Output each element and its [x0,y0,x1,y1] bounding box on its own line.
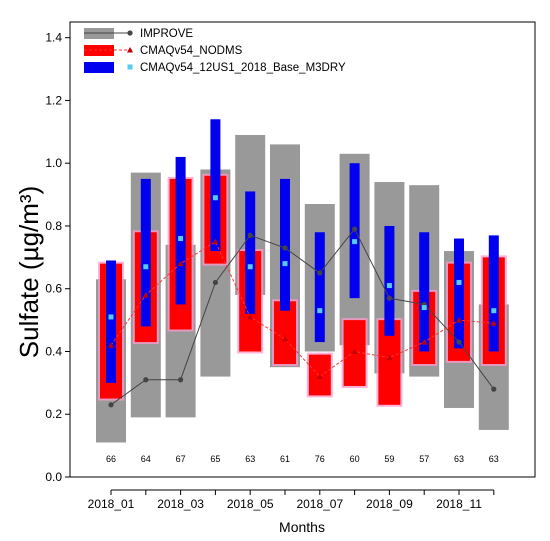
improve-median-point-2018_06 [282,245,288,251]
legend-label-1: CMAQv54_NODMS [140,45,243,57]
base-m3dry-median-point-2018_07 [317,308,323,314]
legend-label-2: CMAQv54_12US1_2018_Base_M3DRY [140,62,346,74]
improve-median-point-2018_01 [108,402,114,408]
x-tick-label: 2018_11 [436,497,482,511]
plot-data-layer: 66 64 67 65 63 61 76 60 59 57 63 63 [96,119,509,464]
base-m3dry-box-2018_12 [488,235,499,352]
x-tick-label: 2018_05 [227,497,274,511]
base-m3dry-median-point-2018_08 [352,239,358,245]
base-m3dry-median-point-2018_02 [143,264,149,270]
nodms-box-2018_09 [378,320,401,405]
base-m3dry-median-point-2018_04 [212,195,218,201]
base-m3dry-box-2018_09 [384,225,395,336]
nodms-median-point-2018_10 [421,339,428,345]
x-tick-label: 2018_07 [296,497,343,511]
nodms-median-point-2018_04 [212,238,219,245]
base-m3dry-box-2018_05 [245,191,256,314]
base-m3dry-median-point-2018_11 [456,279,462,285]
x-axis: 2018_01 2018_03 2018_05 2018_07 2018_09 2018_… [88,489,495,511]
improve-median-point-2018_12 [491,386,497,392]
base-m3dry-box-2018_03 [175,156,186,305]
nodms-median-line [110,240,494,378]
base-m3dry-median-point-2018_06 [282,261,288,267]
base-m3dry-box-2018_07 [314,232,325,343]
nodms-median-point-2018_08 [351,348,358,354]
improve-median-point-2018_08 [352,226,358,232]
x-tick-label: 2018_03 [157,497,204,511]
base-m3dry-median-point-2018_10 [421,305,427,311]
base-m3dry-box-2018_01 [106,260,116,383]
sample-count-2018_12: 63 [489,454,499,464]
x-tick-label: 2018_01 [88,497,135,511]
y-tick-label: 0.8 [45,219,62,233]
base-m3dry-median-point-2018_09 [386,283,392,289]
base-m3dry-box-2018_02 [140,178,151,327]
legend-swatch-2 [84,62,114,73]
sample-count-2018_01: 66 [106,454,116,464]
sample-count-2018_02: 64 [141,454,151,464]
legend: IMPROVE CMAQv54_NODMS CMAQv54_12US1_2018_B… [84,28,346,74]
base-m3dry-median-point-2018_01 [108,314,114,320]
y-tick-label: 1.0 [45,156,62,170]
nodms-box-2018_06 [274,301,296,365]
y-tick-label: 0.4 [45,344,62,358]
base-m3dry-box-2018_04 [210,119,221,252]
improve-median-point-2018_03 [178,377,184,383]
base-m3dry-median-point-2018_03 [178,236,184,242]
y-tick-label: 1.2 [45,93,62,107]
improve-median-point-2018_11 [456,339,462,345]
sample-count-2018_05: 63 [245,454,255,464]
nodms-median-point-2018_07 [316,373,323,380]
base-m3dry-box-2018_11 [454,238,464,349]
x-axis-title: Months [279,519,325,535]
legend-label-0: IMPROVE [140,28,193,40]
improve-median-point-2018_05 [247,232,253,238]
x-tick-label: 2018_09 [366,497,413,511]
base-m3dry-box-2018_06 [280,178,290,311]
sample-count-2018_03: 67 [176,454,186,464]
improve-median-point-2018_02 [143,377,149,383]
nodms-median-point-2018_02 [142,292,149,298]
base-m3dry-median-point-2018_05 [247,264,253,270]
base-m3dry-box-2018_10 [419,232,430,352]
legend-marker-1 [127,47,133,53]
nodms-median-point-2018_09 [386,354,393,361]
y-tick-label: 0.2 [45,407,62,421]
nodms-median-point-2018_01 [108,342,114,348]
nodms-median-point-2018_03 [177,260,184,267]
legend-marker-0 [127,30,133,36]
legend-marker-2 [127,64,133,70]
sample-count-2018_07: 76 [315,454,325,464]
y-tick-label: 1.4 [45,31,62,45]
sample-count-2018_04: 65 [210,454,220,464]
sample-count-2018_11: 63 [454,454,464,464]
improve-median-point-2018_09 [386,295,392,301]
nodms-median-point-2018_11 [456,317,462,323]
sample-count-2018_10: 57 [419,454,429,464]
y-axis: 0.0 0.2 0.4 0.6 0.8 1.0 1.2 1.4 [45,31,71,484]
y-axis-title: Sulfate (µg/m³) [14,186,44,358]
nodms-median-point-2018_05 [247,313,254,320]
improve-median-point-2018_04 [212,279,218,286]
sample-count-2018_08: 60 [350,454,360,464]
sample-count-2018_09: 59 [384,454,394,464]
nodms-median-point-2018_06 [282,335,288,342]
y-tick-label: 0.6 [45,282,62,296]
nodms-median-point-2018_12 [490,320,497,326]
base-m3dry-median-point-2018_12 [491,308,497,314]
improve-median-line [110,228,495,406]
y-tick-label: 0.0 [45,470,62,484]
improve-median-point-2018_07 [317,270,323,276]
sample-count-2018_06: 61 [280,454,290,464]
